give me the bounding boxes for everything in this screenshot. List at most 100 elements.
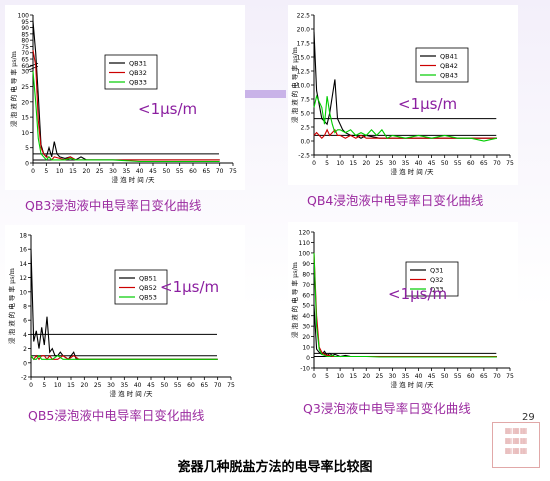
series-line-qb53 <box>30 354 218 360</box>
x-tick-label: 45 <box>428 160 436 167</box>
chart-q3-caption: Q3浸泡液中电导率日变化曲线 <box>303 401 471 416</box>
x-tick-label: 75 <box>229 168 237 175</box>
y-tick-label: 80 <box>21 38 29 45</box>
y-tick-label: 80 <box>302 271 310 278</box>
x-tick-label: 65 <box>480 373 488 380</box>
legend-label-qb51: QB51 <box>139 275 157 283</box>
x-tick-label: 35 <box>123 168 131 175</box>
y-tick-label: 2.5 <box>300 125 310 132</box>
x-tick-label: 55 <box>176 168 184 175</box>
chart-qb3-caption: QB3浸泡液中电导率日变化曲线 <box>25 198 202 213</box>
chart-panel-qb4: -2.5 0.0 2.5 5.0 7.5 10.0 12.5 15.0 17.5 20.0 22.5… <box>288 5 518 185</box>
x-tick-label: 50 <box>441 160 449 167</box>
x-tick-label: 40 <box>415 373 423 380</box>
x-tick-label: 10 <box>336 160 344 167</box>
y-tick-label: 90 <box>302 261 310 268</box>
x-tick-label: 25 <box>96 168 104 175</box>
y-tick-label: 14 <box>19 261 27 268</box>
series-line-q32 <box>313 252 497 358</box>
x-tick-label: 55 <box>454 373 462 380</box>
series-line-q31 <box>313 305 497 358</box>
y-tick-label: 0 <box>23 360 27 367</box>
y-tick-label: 20 <box>302 334 310 341</box>
y-tick-label: 12.5 <box>297 69 311 76</box>
x-tick-label: 25 <box>376 373 384 380</box>
x-tick-label: 50 <box>161 382 169 389</box>
x-tick-label: 15 <box>67 382 75 389</box>
y-tick-label: -10 <box>300 366 310 373</box>
x-axis-label: 浸 泡 时 间 /天 <box>110 389 153 398</box>
x-tick-label: 20 <box>81 382 89 389</box>
y-tick-label: 17.5 <box>297 41 311 48</box>
y-tick-label: 20 <box>21 99 29 106</box>
x-tick-label: 30 <box>389 160 397 167</box>
x-tick-label: 40 <box>134 382 142 389</box>
x-tick-label: 25 <box>376 160 384 167</box>
y-tick-label: 8 <box>23 304 27 311</box>
x-tick-label: 65 <box>203 168 211 175</box>
y-axis-label: 浸 泡 液 的 电 导 率 μs/m <box>290 262 299 338</box>
y-tick-label: 6 <box>23 318 27 325</box>
y-tick-label: 5 <box>25 145 29 152</box>
x-axis-label: 浸 泡 时 间 /天 <box>112 175 155 184</box>
legend-label-qb52: QB52 <box>139 284 157 292</box>
legend-label-qb53: QB53 <box>139 294 157 302</box>
x-tick-label: 0 <box>29 382 33 389</box>
y-axis-label: 浸 泡 液 的 电 导 率 μs/m <box>290 47 299 123</box>
x-tick-label: 15 <box>349 160 357 167</box>
y-tick-label: 30 <box>21 69 29 76</box>
y-tick-label: 10 <box>302 345 310 352</box>
x-tick-label: 5 <box>325 160 329 167</box>
y-tick-label: -2.5 <box>298 153 310 160</box>
x-tick-label: 65 <box>201 382 209 389</box>
x-tick-label: 50 <box>441 373 449 380</box>
series-line-qb42 <box>313 128 497 140</box>
x-tick-label: 35 <box>402 373 410 380</box>
x-axis-label: 浸 泡 时 间 /天 <box>391 380 434 389</box>
y-tick-label: 110 <box>299 240 311 247</box>
y-tick-label: 20.0 <box>297 27 311 34</box>
legend-label-qb33: QB33 <box>129 79 147 87</box>
y-tick-label: 70 <box>21 50 29 57</box>
x-tick-label: 10 <box>336 373 344 380</box>
series-line-qb41 <box>313 31 497 139</box>
x-tick-label: 50 <box>163 168 171 175</box>
x-tick-label: 0 <box>312 373 316 380</box>
x-tick-label: 75 <box>227 382 235 389</box>
x-tick-label: 30 <box>107 382 115 389</box>
y-tick-label: 4 <box>23 332 27 339</box>
y-tick-label: 10 <box>21 130 29 137</box>
x-tick-label: 70 <box>493 160 501 167</box>
chart-qb4-note: <1μs/m <box>398 95 458 113</box>
y-tick-label: 30 <box>302 324 310 331</box>
chart-panel-q3: -10 0 10 20 30 40 50 60 70 80 90 100 110 120 0 5 10 15 20 2… <box>288 222 518 395</box>
y-tick-label: 90 <box>21 25 29 32</box>
legend-label-qb31: QB31 <box>129 60 147 68</box>
legend-label-qb32: QB32 <box>129 69 147 77</box>
chart-q3-note: <1μs/m <box>388 285 448 303</box>
chart-qb4: -2.5 0.0 2.5 5.0 7.5 10.0 12.5 15.0 17.5 20.0 22.5… <box>290 13 514 177</box>
y-tick-label: 95 <box>21 19 29 26</box>
x-tick-label: 75 <box>506 160 514 167</box>
x-tick-label: 55 <box>174 382 182 389</box>
series-line-qb33 <box>32 71 220 163</box>
chart-panel-qb5: -2 0 2 4 6 8 10 12 14 16 18 0 5 10 15 20 25 30 35 40 45 50 55 6… <box>5 225 245 405</box>
x-tick-label: 15 <box>69 168 77 175</box>
y-tick-label: 120 <box>299 230 311 237</box>
x-tick-label: 0 <box>312 160 316 167</box>
x-tick-label: 5 <box>42 382 46 389</box>
x-tick-label: 20 <box>362 160 370 167</box>
y-tick-label: 0.0 <box>300 139 310 146</box>
x-tick-label: 20 <box>83 168 91 175</box>
y-tick-label: 75 <box>21 44 29 51</box>
x-tick-label: 35 <box>121 382 129 389</box>
y-tick-label: 15 <box>21 115 29 122</box>
x-tick-label: 35 <box>402 160 410 167</box>
x-tick-label: 10 <box>56 168 64 175</box>
legend-label-qb43: QB43 <box>440 72 458 80</box>
x-tick-label: 40 <box>415 160 423 167</box>
y-tick-label: 12 <box>19 275 27 282</box>
x-tick-label: 55 <box>454 160 462 167</box>
